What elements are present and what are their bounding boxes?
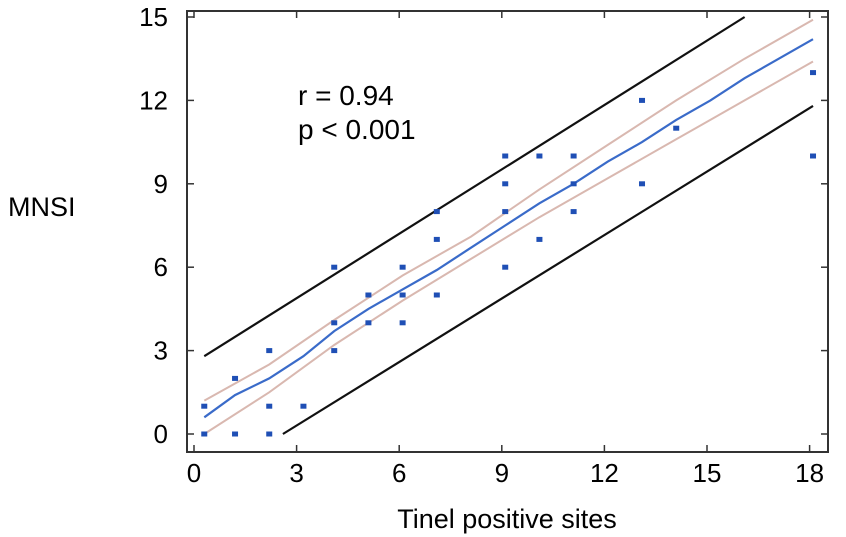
data-point-5 bbox=[266, 403, 273, 409]
confidence-upper-curve bbox=[203, 18, 814, 402]
data-point-9 bbox=[331, 320, 338, 326]
data-point-21 bbox=[502, 181, 509, 187]
x-tick-label-3: 3 bbox=[289, 458, 303, 488]
annotation-p: p < 0.001 bbox=[298, 114, 416, 145]
data-point-14 bbox=[399, 292, 406, 298]
data-point-6 bbox=[266, 348, 273, 354]
plot-frame bbox=[186, 10, 829, 453]
data-point-11 bbox=[365, 320, 372, 326]
data-point-16 bbox=[433, 292, 440, 298]
data-point-25 bbox=[570, 209, 577, 215]
y-tick-label-9: 9 bbox=[154, 169, 168, 199]
data-point-24 bbox=[536, 153, 543, 159]
x-tick-label-18: 18 bbox=[795, 458, 824, 488]
x-tick-label-12: 12 bbox=[590, 458, 619, 488]
x-tick-label-9: 9 bbox=[495, 458, 509, 488]
data-point-26 bbox=[570, 181, 577, 187]
y-tick-label-3: 3 bbox=[154, 336, 168, 366]
x-tick-label-15: 15 bbox=[693, 458, 722, 488]
data-point-15 bbox=[399, 264, 406, 270]
data-point-8 bbox=[331, 348, 338, 354]
data-point-18 bbox=[433, 209, 440, 215]
x-tick-label-0: 0 bbox=[187, 458, 201, 488]
x-axis-ticks: 0 3 6 9 12 15 18 bbox=[187, 11, 824, 488]
data-point-30 bbox=[673, 125, 680, 131]
points-group bbox=[201, 70, 817, 437]
confidence-lower-curve bbox=[203, 60, 814, 435]
prediction-lower-line bbox=[282, 105, 814, 435]
data-point-31 bbox=[810, 153, 817, 159]
data-point-2 bbox=[232, 431, 239, 437]
data-point-3 bbox=[232, 375, 239, 381]
y-axis-ticks: 0 3 6 9 12 15 bbox=[139, 2, 828, 449]
data-point-10 bbox=[331, 264, 338, 270]
data-point-19 bbox=[502, 264, 509, 270]
data-point-27 bbox=[570, 153, 577, 159]
y-tick-label-0: 0 bbox=[154, 419, 168, 449]
y-tick-label-6: 6 bbox=[154, 252, 168, 282]
annotation-r: r = 0.94 bbox=[298, 80, 394, 111]
data-point-0 bbox=[201, 431, 208, 437]
data-point-4 bbox=[266, 431, 273, 437]
data-point-28 bbox=[639, 181, 646, 187]
data-point-12 bbox=[365, 292, 372, 298]
y-tick-label-12: 12 bbox=[139, 85, 168, 115]
data-point-22 bbox=[502, 153, 509, 159]
y-axis-label: MNSI bbox=[8, 192, 76, 222]
x-tick-label-6: 6 bbox=[392, 458, 406, 488]
data-point-23 bbox=[536, 236, 543, 242]
regression-line bbox=[203, 38, 814, 419]
fit-line-group bbox=[203, 38, 814, 419]
prediction-upper-line bbox=[203, 16, 746, 358]
data-point-13 bbox=[399, 320, 406, 326]
data-point-32 bbox=[810, 70, 817, 76]
y-tick-label-15: 15 bbox=[139, 2, 168, 32]
x-axis-label: Tinel positive sites bbox=[397, 504, 617, 534]
data-point-17 bbox=[433, 236, 440, 242]
data-point-7 bbox=[300, 403, 307, 409]
bands-group bbox=[203, 16, 814, 435]
data-point-20 bbox=[502, 209, 509, 215]
data-point-29 bbox=[639, 97, 646, 103]
data-point-1 bbox=[201, 403, 208, 409]
